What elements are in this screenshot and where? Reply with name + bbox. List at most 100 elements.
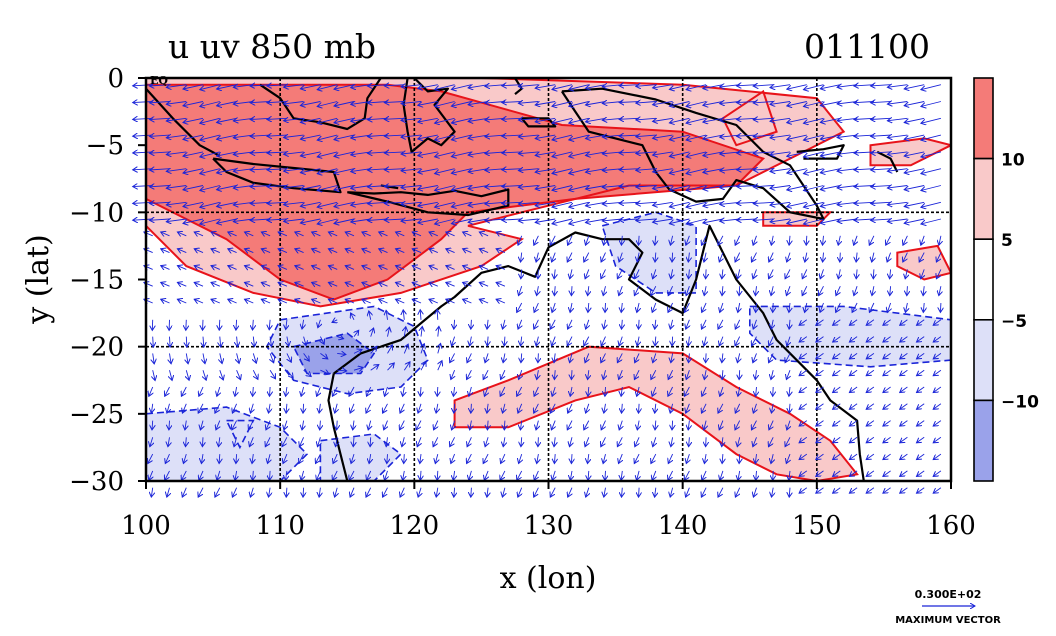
y-tick-label: −30 <box>69 467 124 497</box>
x-tick-label: 150 <box>792 511 842 541</box>
wind-vector <box>471 320 472 329</box>
wind-vector <box>303 488 304 497</box>
wind-vector <box>153 337 154 348</box>
wind-vector <box>471 404 472 413</box>
wind-vector <box>706 437 707 446</box>
wind-vector <box>605 471 606 480</box>
y-tick-label: 0 <box>107 64 124 94</box>
x-tick-label: 130 <box>524 511 574 541</box>
wind-vector <box>586 488 589 497</box>
colorbar-swatch <box>974 320 993 401</box>
y-tick-label: −15 <box>69 266 124 296</box>
wind-vector <box>571 286 572 295</box>
wind-vector <box>739 454 740 463</box>
wind-vector <box>303 404 304 413</box>
y-tick-label: −20 <box>69 333 124 363</box>
y-axis-label: y (lat) <box>21 234 56 324</box>
wind-vector <box>350 488 354 497</box>
wind-vector <box>454 488 455 497</box>
wind-vector <box>753 488 756 497</box>
wind-vector <box>739 370 740 379</box>
wind-vector <box>269 488 271 497</box>
wind-vector <box>670 488 672 497</box>
wind-vector <box>706 269 707 278</box>
wind-vector <box>534 488 539 497</box>
wind-vector <box>806 236 807 245</box>
wind-vector <box>655 488 656 497</box>
wind-vector <box>186 337 187 348</box>
wind-vector <box>437 387 438 396</box>
wind-vector <box>773 303 774 312</box>
wind-vector <box>772 488 774 497</box>
chart-title-left: u uv 850 mb <box>168 27 376 66</box>
wind-vector <box>571 454 572 463</box>
colorbar-swatch <box>974 159 993 240</box>
wind-vector <box>849 488 857 494</box>
wind-vector <box>639 320 640 329</box>
wind-vector <box>504 337 505 346</box>
wind-vector <box>219 320 220 330</box>
wind-vector <box>773 471 774 480</box>
wind-vector <box>866 488 874 494</box>
wind-vector <box>215 488 220 497</box>
wind-vector <box>487 488 488 497</box>
wind-vector <box>701 488 706 497</box>
x-tick-label: 120 <box>390 511 440 541</box>
chart-title-right: 011100 <box>804 27 930 66</box>
wind-vector <box>198 488 203 497</box>
wind-vector <box>471 488 472 497</box>
wind-vector <box>404 454 405 463</box>
x-tick-label: 100 <box>121 511 171 541</box>
wind-vector <box>169 421 170 430</box>
colorbar-label: 10 <box>1001 151 1025 171</box>
colorbar-swatch <box>974 78 993 159</box>
x-axis-label: x (lon) <box>500 561 597 596</box>
wind-vector <box>538 437 539 446</box>
wind-vector <box>170 337 171 348</box>
wind-vector <box>250 488 253 497</box>
wind-vector <box>202 437 203 446</box>
colorbar: 105−5−10 <box>974 78 1039 481</box>
y-axis: 0−5−10−15−20−25−30 <box>69 64 146 497</box>
wind-vector <box>900 488 908 494</box>
wind-vector <box>550 488 555 497</box>
wind-vector <box>319 488 320 497</box>
wind-vector <box>686 488 690 497</box>
wind-vector <box>571 370 572 379</box>
wind-vector <box>605 303 606 312</box>
x-tick-label: 110 <box>255 511 305 541</box>
wind-vector <box>366 488 371 497</box>
wind-vector <box>270 471 271 480</box>
x-tick-label: 140 <box>658 511 708 541</box>
wind-vector <box>735 488 739 497</box>
wind-vector <box>917 488 925 494</box>
wind-vector <box>907 286 908 295</box>
wind-vector <box>933 488 941 494</box>
wind-vector <box>940 303 941 312</box>
wind-vector <box>418 488 421 497</box>
y-tick-label: −25 <box>69 400 124 430</box>
wind-vector <box>538 353 539 362</box>
wind-vector <box>773 387 774 396</box>
wind-vector <box>568 488 572 497</box>
maximum-vector-key: 0.300E+02 MAXIMUM VECTOR <box>895 588 1001 626</box>
wind-vector <box>270 387 271 396</box>
y-tick-label: −5 <box>86 131 124 161</box>
colorbar-swatch <box>974 239 993 320</box>
wind-vector <box>833 488 841 494</box>
max-vector-value: 0.300E+02 <box>915 588 982 601</box>
wind-vector <box>383 488 388 497</box>
wind-vector <box>873 269 874 278</box>
wind-vector <box>706 353 707 362</box>
wind-vector <box>672 253 673 262</box>
wind-vector <box>151 488 152 497</box>
wind-vector <box>672 421 673 430</box>
wind-vector <box>504 421 505 430</box>
wind-vector <box>883 488 891 494</box>
wind-vector <box>605 387 606 396</box>
wind-vector <box>436 488 438 497</box>
wind-vector <box>622 488 623 497</box>
wind-vector <box>639 404 640 413</box>
wind-vector <box>840 253 841 262</box>
